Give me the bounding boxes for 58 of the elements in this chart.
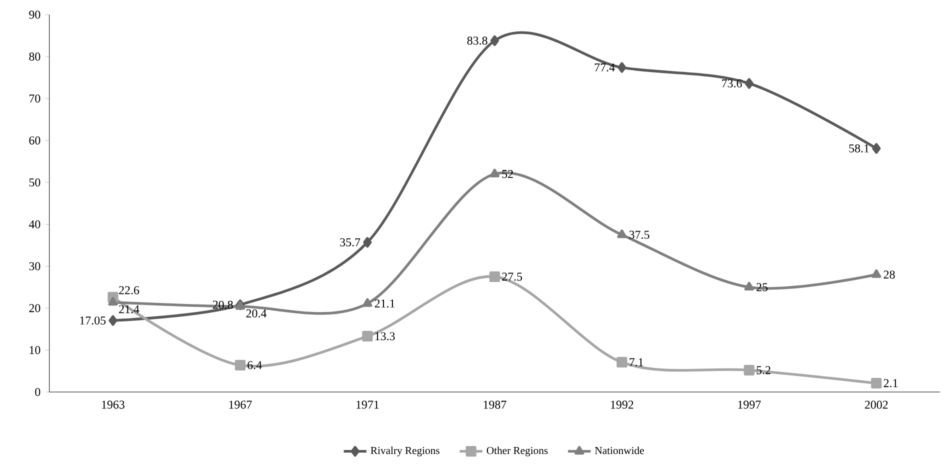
point [108, 315, 118, 326]
y-tick-label: 40 [28, 220, 40, 228]
x-tick-label: 1963 [102, 400, 124, 409]
x-tick-label: 1967 [229, 400, 252, 409]
data-label: 35.7 [340, 238, 360, 246]
x-tick-label: 1971 [356, 400, 379, 409]
y-tick-label: 50 [29, 178, 40, 186]
point [363, 237, 372, 248]
point [362, 298, 372, 307]
point [616, 356, 628, 368]
x-tick-label: 2002 [864, 400, 888, 409]
point [618, 62, 626, 73]
point [362, 330, 373, 342]
y-tick-label: 60 [29, 136, 40, 144]
data-label: 2.1 [884, 379, 898, 388]
x-tick-label: 1997 [738, 400, 761, 409]
point [872, 269, 882, 278]
point [744, 78, 754, 89]
data-label: 83.8 [467, 36, 488, 45]
data-label: 73.6 [722, 79, 742, 88]
y-tick-label: 70 [29, 94, 40, 103]
data-label: 13.3 [375, 332, 395, 340]
x-tick-label: 1987 [484, 400, 506, 409]
data-label: 77.4 [594, 63, 615, 72]
y-tick-label: 30 [29, 262, 40, 270]
data-label: 21.4 [119, 305, 140, 314]
point [108, 296, 118, 306]
data-label: 37.5 [629, 230, 650, 239]
data-label: 52 [502, 170, 513, 178]
data-label: 6.4 [248, 361, 262, 370]
y-tick-label: 0 [35, 388, 40, 396]
y-tick-label: 90 [29, 10, 40, 19]
data-label: 21.1 [374, 299, 395, 308]
data-label: 28 [884, 270, 895, 279]
point [744, 364, 754, 376]
point [490, 168, 500, 178]
point [617, 229, 627, 238]
data-label: 5.2 [756, 366, 770, 374]
data-label: 17.05 [80, 316, 106, 325]
data-label: 22.6 [119, 286, 140, 294]
point [489, 271, 500, 282]
legend-label: Rivalry Regions [370, 446, 440, 456]
point [872, 143, 881, 154]
x-tick-label: 1992 [610, 400, 634, 409]
data-label: 20.4 [246, 309, 267, 318]
legend-label: Nationwide [594, 446, 644, 454]
point [234, 360, 246, 370]
y-tick-label: 10 [30, 346, 40, 354]
point [490, 35, 499, 46]
point [744, 282, 754, 291]
data-label: 20.8 [212, 300, 233, 309]
y-tick-label: 20 [29, 304, 40, 312]
data-label: 7.1 [630, 358, 644, 366]
point [871, 378, 882, 389]
legend-label: Other Regions [486, 446, 548, 456]
data-label: 58.1 [849, 144, 869, 152]
data-label: 27.5 [502, 272, 522, 281]
y-tick-label: 80 [29, 52, 40, 61]
